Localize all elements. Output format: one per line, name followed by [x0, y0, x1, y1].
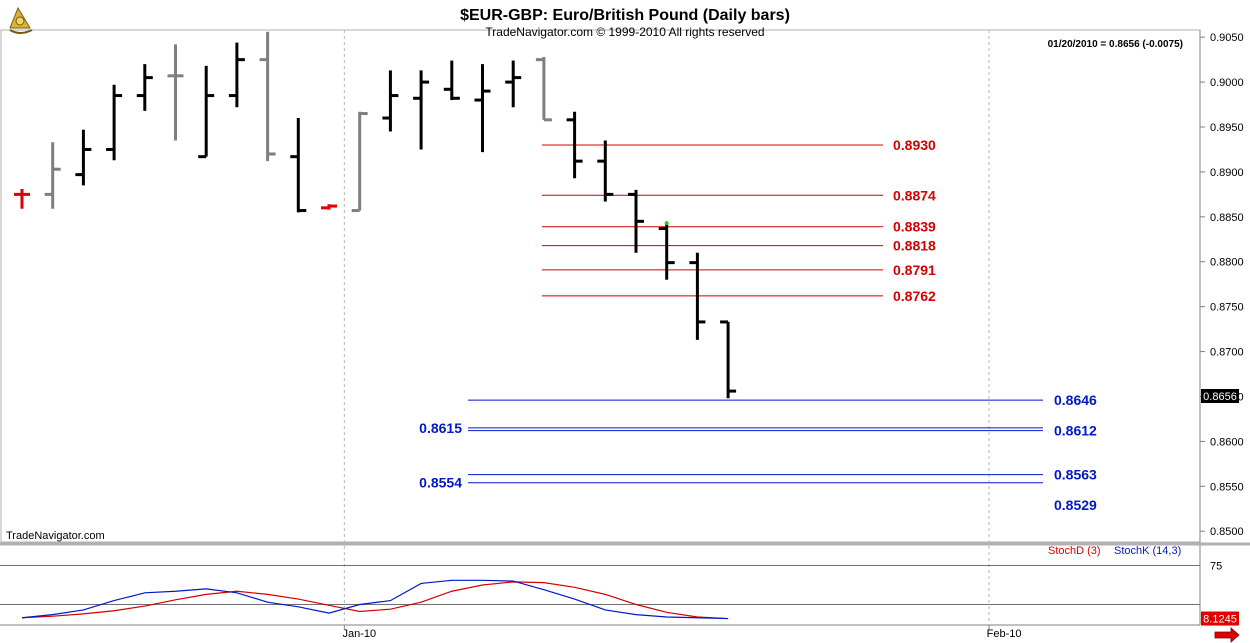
stoch-last-marker: [1201, 611, 1239, 626]
legend-stoch-d: StochD (3): [1048, 545, 1101, 557]
ohlc-bar: [44, 142, 61, 209]
last-price-marker: [1201, 389, 1239, 403]
fib-blue-label: 0.8529: [1054, 497, 1097, 513]
stochastic-pane: 75 StochD (3) StochK (14,3) 8.1245: [0, 545, 1239, 626]
legend-stoch-k: StochK (14,3): [1114, 545, 1181, 557]
price-tick-label: 0.8900: [1210, 167, 1244, 179]
ohlc-bar: [14, 188, 30, 209]
ohlc-bar: [658, 223, 675, 280]
last-price-label: 0.8656: [1203, 391, 1237, 403]
fib-red-label: 0.8791: [893, 262, 936, 278]
ohlc-bar: [535, 56, 552, 122]
ohlc-bar: [443, 60, 460, 101]
ohlc-bar: [628, 189, 644, 253]
fib-red-label: 0.8818: [893, 238, 936, 254]
fib-red-label: 0.8930: [893, 137, 936, 153]
price-tick-label: 0.8800: [1210, 257, 1244, 269]
price-tick-label: 0.8850: [1210, 212, 1244, 224]
ohlc-bar: [689, 252, 706, 340]
price-tick-label: 0.8550: [1210, 481, 1244, 493]
fib-blue-label: 0.8554: [419, 475, 462, 491]
fib-red-label: 0.8762: [893, 288, 936, 304]
price-bars: [14, 31, 737, 399]
fibonacci-lines: 0.8930 0.8874 0.8839 0.8818 0.8791 0.8762 0.86…: [419, 137, 1097, 513]
price-readout: 01/20/2010 = 0.8656 (-0.0075): [1048, 39, 1183, 50]
ohlc-bar: [351, 111, 368, 213]
ohlc-bar: [290, 118, 307, 213]
time-tick-label: Jan-10: [343, 628, 377, 640]
price-tick-label: 0.9050: [1210, 32, 1244, 44]
stoch-d-line: [21, 581, 729, 620]
stoch-k-line: [21, 579, 729, 620]
ohlc-bar: [228, 42, 245, 108]
ohlc-bar: [474, 64, 491, 153]
ohlc-bar: [167, 44, 184, 141]
price-tick-label: 0.9000: [1210, 77, 1244, 89]
price-tick-label: 0.8950: [1210, 122, 1244, 134]
price-axis: Jan-10 Feb-10 0.9050 0.9000 0.8950 0.8900 0.88…: [343, 32, 1244, 640]
fib-red-label: 0.8839: [893, 219, 936, 235]
chart-title: $EUR-GBP: Euro/British Pound (Daily bars…: [460, 7, 790, 24]
ohlc-bar: [413, 70, 430, 150]
price-tick-label: 0.8500: [1210, 526, 1244, 538]
scroll-right-arrow-icon[interactable]: [1214, 627, 1240, 643]
ohlc-bar: [566, 111, 583, 179]
fib-blue-label: 0.8612: [1054, 423, 1097, 439]
ohlc-bar: [259, 31, 276, 162]
time-tick-label: Feb-10: [987, 628, 1022, 640]
fib-blue-label: 0.8563: [1054, 467, 1097, 483]
ohlc-bar: [505, 60, 522, 108]
price-tick-label: 0.8600: [1210, 436, 1244, 448]
ohlc-bar: [597, 140, 614, 202]
fib-blue-label: 0.8615: [419, 420, 462, 436]
fib-blue-label: 0.8646: [1054, 392, 1097, 408]
stoch-upper-label: 75: [1210, 561, 1222, 573]
price-tick-label: 0.8750: [1210, 302, 1244, 314]
price-tick-label: 0.8700: [1210, 347, 1244, 359]
ohlc-bar: [198, 65, 215, 159]
ohlc-bar: [382, 70, 399, 132]
ohlc-bar: [720, 320, 737, 399]
fib-red-label: 0.8874: [893, 187, 936, 203]
ohlc-bar: [106, 84, 123, 161]
signal-marker: [664, 221, 669, 226]
ohlc-bar: [136, 64, 153, 111]
sextant-logo: [9, 6, 33, 34]
credit-text: TradeNavigator.com: [6, 530, 105, 542]
stoch-last-label: 8.1245: [1203, 614, 1237, 626]
ohlc-bar: [75, 129, 92, 186]
chart-subtitle: TradeNavigator.com © 1999-2010 All right…: [485, 25, 764, 39]
ohlc-bar: [321, 204, 337, 210]
